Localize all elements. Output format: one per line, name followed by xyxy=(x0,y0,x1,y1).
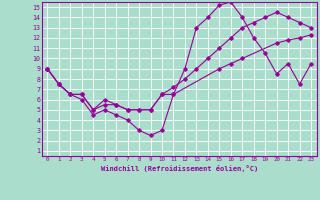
X-axis label: Windchill (Refroidissement éolien,°C): Windchill (Refroidissement éolien,°C) xyxy=(100,165,258,172)
